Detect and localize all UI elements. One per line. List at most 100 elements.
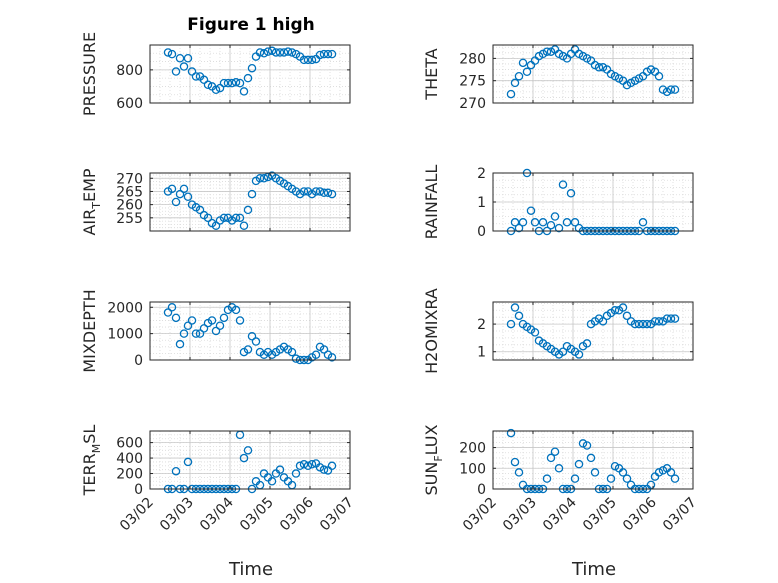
data-point <box>558 180 568 189</box>
data-point <box>263 47 273 56</box>
y-tick-label: 1 <box>477 345 486 361</box>
axes-box <box>149 172 351 232</box>
data-point <box>327 189 337 199</box>
data-point <box>670 314 680 323</box>
data-point <box>311 187 321 196</box>
subplot-mixdepth: 0 1000 2000 MIXDEPTH <box>80 289 351 373</box>
data-point <box>235 213 245 223</box>
y-axis-label: RAINFALL <box>422 165 441 240</box>
y-axis-label-subscript: M <box>90 444 103 454</box>
data-point <box>586 453 596 463</box>
data-point <box>167 49 177 59</box>
data-point <box>303 461 313 471</box>
data-point <box>618 468 628 477</box>
data-point <box>175 339 185 349</box>
data-point <box>191 72 201 81</box>
data-point <box>514 71 524 81</box>
data-point <box>191 329 201 338</box>
subplot-theta: 270 275 280 THETA <box>422 44 694 112</box>
data-point <box>566 189 576 198</box>
data-point <box>319 188 329 198</box>
x-tick-label: 03/03 <box>500 495 540 535</box>
data-point <box>654 71 664 81</box>
y-axis-label: AIRTEMP <box>80 168 103 235</box>
y-tick-label: 800 <box>116 63 143 79</box>
y-tick-label: 265 <box>116 184 143 200</box>
data-point <box>299 55 309 65</box>
data-point <box>550 212 560 221</box>
data-point <box>183 54 193 63</box>
y-axis-label-subscript: F <box>432 455 445 461</box>
data-point <box>207 316 217 325</box>
x-tick-label: 03/06 <box>620 494 660 534</box>
data-point <box>510 303 520 312</box>
data-point <box>590 468 600 477</box>
data-point <box>275 48 285 57</box>
data-point <box>626 480 636 490</box>
data-point <box>199 324 209 333</box>
data-point <box>570 474 580 483</box>
data-point <box>183 321 193 330</box>
data-point <box>287 347 297 357</box>
data-point <box>327 461 337 471</box>
data-point <box>171 313 181 323</box>
data-point <box>171 466 181 476</box>
data-point <box>299 460 309 469</box>
x-tick-label: 03/02 <box>460 495 500 535</box>
data-point <box>183 192 193 201</box>
data-point <box>514 223 524 233</box>
data-point <box>239 453 249 463</box>
data-point <box>243 446 253 455</box>
data-point <box>554 464 564 473</box>
figure-title: Figure 1 high <box>187 15 315 35</box>
data-point <box>618 303 628 312</box>
data-point <box>239 221 249 230</box>
y-tick-label: 400 <box>116 451 143 467</box>
x-tick-label: 03/03 <box>157 495 197 535</box>
data-point <box>510 457 520 467</box>
data-point <box>582 339 592 348</box>
data-point <box>578 439 588 448</box>
data-point <box>598 317 608 326</box>
y-axis-label: TERRMSL <box>80 425 103 497</box>
data-point <box>299 187 309 196</box>
data-point <box>315 50 325 60</box>
y-tick-label: 2 <box>477 317 486 333</box>
data-point <box>231 213 241 223</box>
y-tick-label: 200 <box>459 441 486 457</box>
data-point <box>582 441 592 450</box>
data-point <box>554 223 564 233</box>
y-axis-label-rest: SL <box>80 425 99 444</box>
subplot-rainfall: 0 1 2 RAINFALL <box>422 165 694 240</box>
data-point <box>179 329 189 338</box>
data-point <box>319 465 329 474</box>
y-axis-label: SUNFLUX <box>422 424 445 495</box>
data-point <box>171 67 181 76</box>
data-point <box>195 329 205 338</box>
data-point <box>267 46 277 56</box>
data-point <box>638 319 648 329</box>
data-point <box>662 314 672 323</box>
data-point <box>622 474 632 483</box>
x-axis-label-right: Time <box>571 559 616 580</box>
data-point <box>610 306 620 315</box>
data-point <box>522 67 532 77</box>
data-point <box>187 67 197 76</box>
data-point <box>658 466 668 475</box>
data-point <box>255 174 265 183</box>
data-point <box>163 48 173 57</box>
data-point <box>319 345 329 354</box>
y-tick-label: 600 <box>116 96 143 112</box>
data-point <box>526 206 536 215</box>
data-point <box>546 220 556 230</box>
y-axis-label: THETA <box>422 48 441 100</box>
x-tick-label: 03/04 <box>197 494 237 534</box>
y-axis-label: PRESSURE <box>80 32 99 116</box>
data-point <box>211 326 221 336</box>
axes-box <box>492 301 694 361</box>
axes-box <box>149 301 351 361</box>
y-tick-label: 275 <box>459 74 486 90</box>
data-point <box>506 89 516 99</box>
